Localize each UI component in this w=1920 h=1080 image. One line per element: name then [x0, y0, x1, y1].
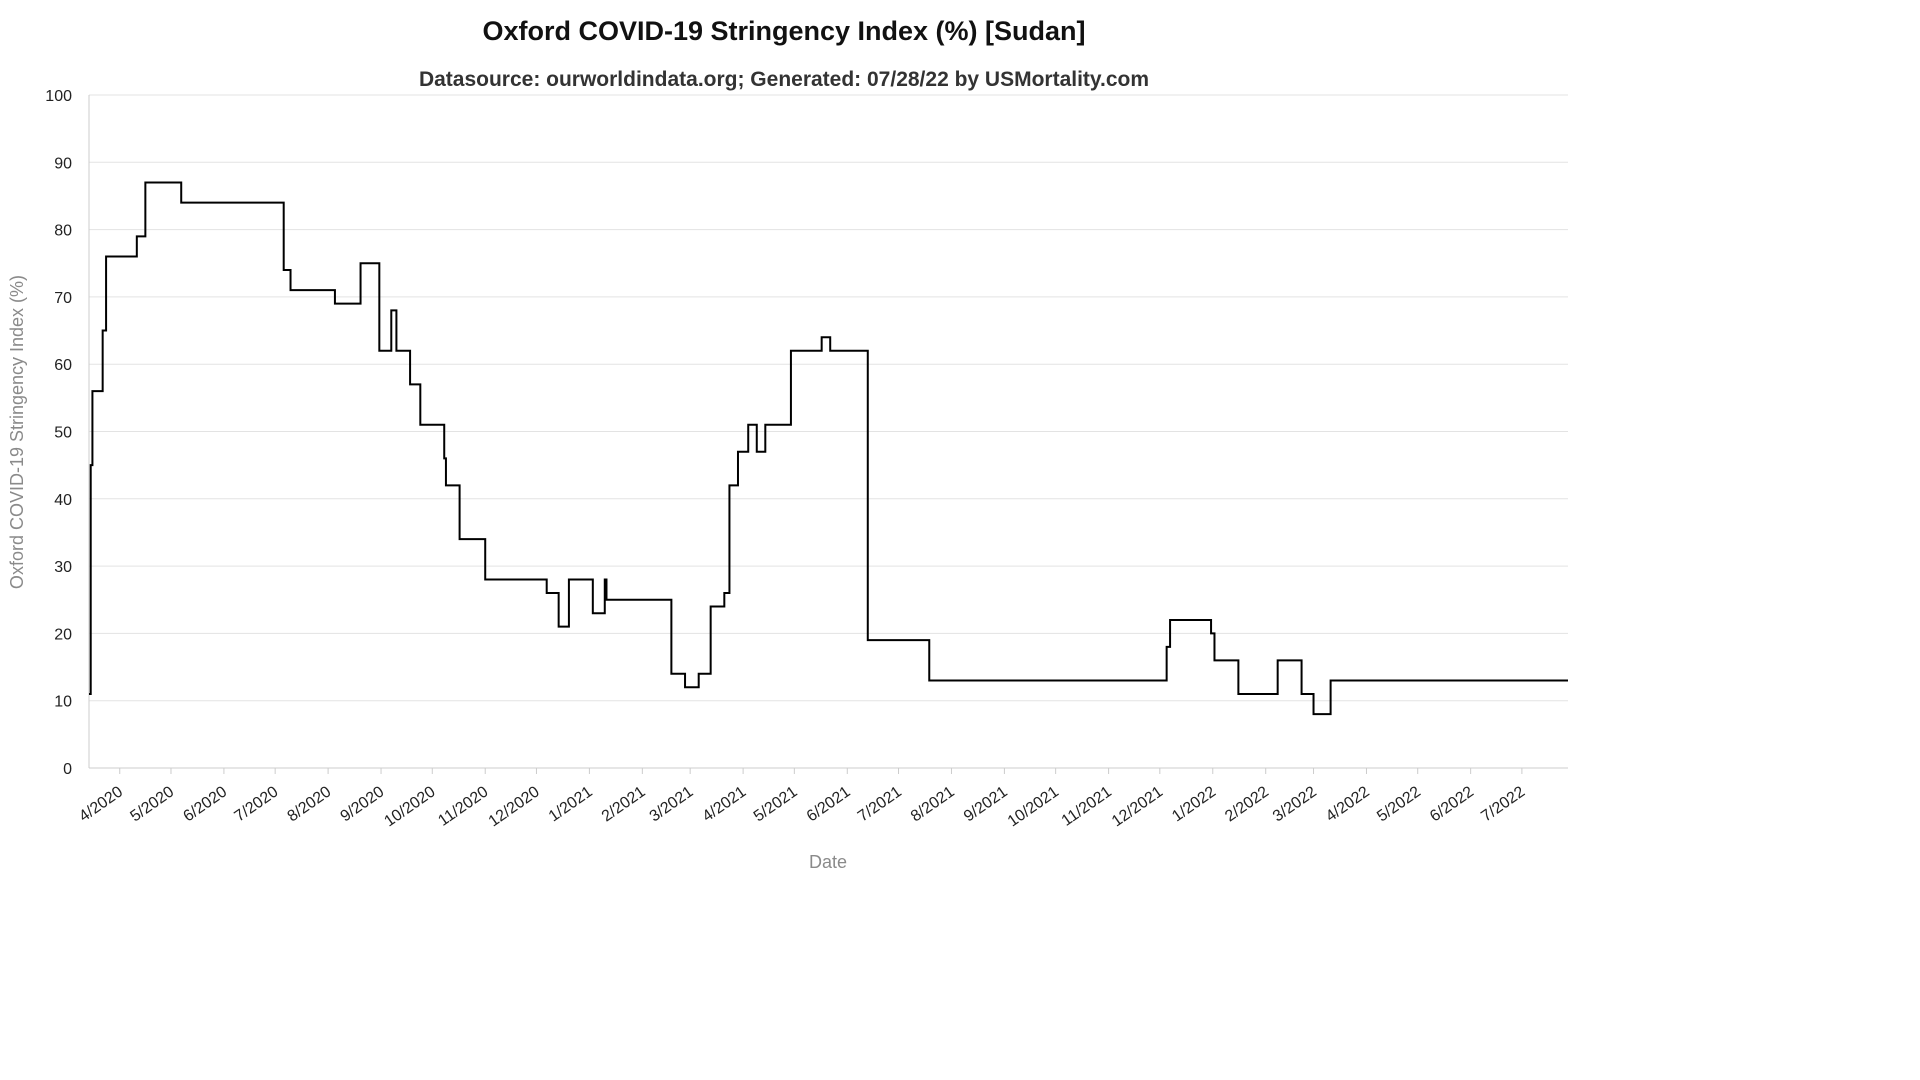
x-tick-label-21: 1/2022: [1169, 783, 1219, 825]
x-tick-label-26: 6/2022: [1427, 783, 1477, 825]
gridlines: [89, 94, 1568, 702]
x-tick-label-2: 6/2020: [180, 783, 230, 825]
x-tick-label-23: 3/2022: [1270, 783, 1320, 825]
x-tick-label-14: 6/2021: [804, 783, 854, 825]
y-tick-label-100: 100: [45, 88, 72, 105]
x-tick-label-27: 7/2022: [1478, 783, 1528, 825]
x-tick-label-6: 10/2020: [381, 783, 438, 830]
chart-title: Oxford COVID-19 Stringency Index (%) [Su…: [482, 16, 1085, 46]
series-line-0: [89, 181, 1568, 716]
y-tick-label-70: 70: [54, 290, 72, 307]
x-tick-label-0: 4/2020: [76, 783, 126, 825]
y-axis-label: Oxford COVID-19 Stringency Index (%): [7, 275, 27, 589]
y-tick-label-60: 60: [54, 357, 72, 374]
y-tick-label-0: 0: [63, 761, 72, 778]
x-axis-label: Date: [809, 852, 847, 872]
x-tick-label-7: 11/2020: [435, 783, 491, 829]
y-tick-label-80: 80: [54, 223, 72, 240]
x-tick-label-1: 5/2020: [127, 783, 177, 825]
y-axis: 0 10 20 30 40 50 60 70 80 90 100: [45, 88, 90, 778]
x-tick-label-9: 1/2021: [546, 783, 596, 825]
x-tick-label-10: 2/2021: [599, 783, 649, 825]
x-tick-label-8: 12/2020: [486, 783, 543, 830]
x-tick-label-13: 5/2021: [751, 783, 801, 825]
x-tick-label-25: 5/2022: [1374, 783, 1424, 825]
x-tick-label-20: 12/2021: [1109, 783, 1166, 830]
x-tick-label-5: 9/2020: [337, 783, 387, 825]
y-tick-label-30: 30: [54, 559, 72, 576]
y-tick-label-90: 90: [54, 155, 72, 172]
x-tick-label-12: 4/2021: [700, 783, 750, 825]
y-tick-label-20: 20: [54, 626, 72, 643]
x-tick-label-3: 7/2020: [232, 783, 282, 825]
series-layer: [89, 181, 1568, 716]
x-tick-label-24: 4/2022: [1323, 783, 1373, 825]
x-tick-label-16: 8/2021: [908, 783, 958, 825]
chart-subtitle: Datasource: ourworldindata.org; Generate…: [419, 68, 1149, 91]
y-tick-label-50: 50: [54, 425, 72, 442]
stringency-chart: Oxford COVID-19 Stringency Index (%) [Su…: [7, 16, 1568, 872]
x-tick-label-22: 2/2022: [1222, 783, 1272, 825]
x-tick-label-4: 8/2020: [285, 783, 335, 825]
x-tick-label-19: 11/2021: [1059, 783, 1115, 829]
y-tick-label-40: 40: [54, 492, 72, 509]
x-tick-label-15: 7/2021: [855, 783, 905, 825]
x-tick-label-18: 10/2021: [1005, 783, 1062, 830]
x-tick-label-17: 9/2021: [961, 783, 1011, 825]
y-tick-label-10: 10: [54, 694, 72, 711]
x-tick-label-11: 3/2021: [647, 783, 697, 825]
x-axis: 4/2020 5/2020 6/2020 7/2020 8/2020 9/202010/2…: [76, 767, 1568, 830]
